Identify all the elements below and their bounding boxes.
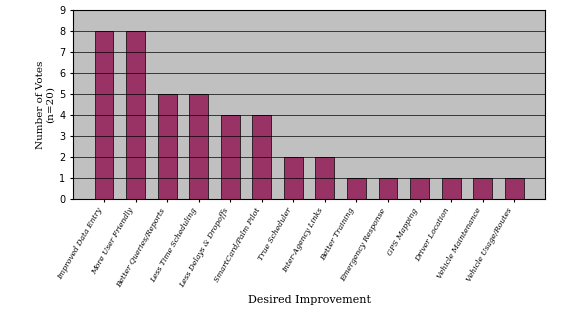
Bar bbox=[252, 115, 271, 199]
Bar bbox=[126, 31, 145, 199]
Y-axis label: Number of Votes
(n=20): Number of Votes (n=20) bbox=[35, 60, 55, 149]
Bar bbox=[473, 178, 492, 199]
Bar bbox=[157, 94, 176, 199]
Bar bbox=[315, 157, 334, 199]
Bar bbox=[410, 178, 429, 199]
Bar bbox=[505, 178, 524, 199]
Bar bbox=[94, 31, 114, 199]
Bar bbox=[284, 157, 303, 199]
Bar bbox=[347, 178, 366, 199]
Bar bbox=[221, 115, 239, 199]
Bar bbox=[189, 94, 208, 199]
Bar bbox=[442, 178, 461, 199]
X-axis label: Desired Improvement: Desired Improvement bbox=[248, 295, 370, 305]
Bar bbox=[379, 178, 397, 199]
